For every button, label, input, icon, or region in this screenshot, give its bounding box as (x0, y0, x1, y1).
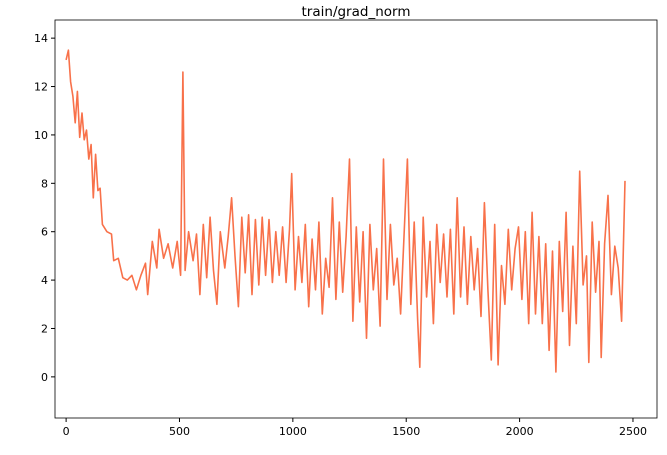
x-tick-label: 2500 (619, 425, 647, 438)
x-tick-label: 1500 (392, 425, 420, 438)
y-tick-label: 0 (41, 371, 48, 384)
chart-title: train/grad_norm (302, 4, 411, 20)
y-tick-label: 14 (34, 32, 48, 45)
line-series (65, 49, 626, 373)
y-tick-label: 4 (41, 274, 48, 287)
plot-frame (54, 19, 658, 419)
x-tick-label: 0 (63, 425, 70, 438)
x-tick-label: 1000 (279, 425, 307, 438)
y-tick-label: 10 (34, 129, 48, 142)
y-tick-label: 6 (41, 226, 48, 239)
y-tick-label: 12 (34, 81, 48, 94)
y-tick-label: 8 (41, 177, 48, 190)
y-tick-label: 2 (41, 322, 48, 335)
x-tick-label: 2000 (506, 425, 534, 438)
x-tick-label: 500 (169, 425, 190, 438)
